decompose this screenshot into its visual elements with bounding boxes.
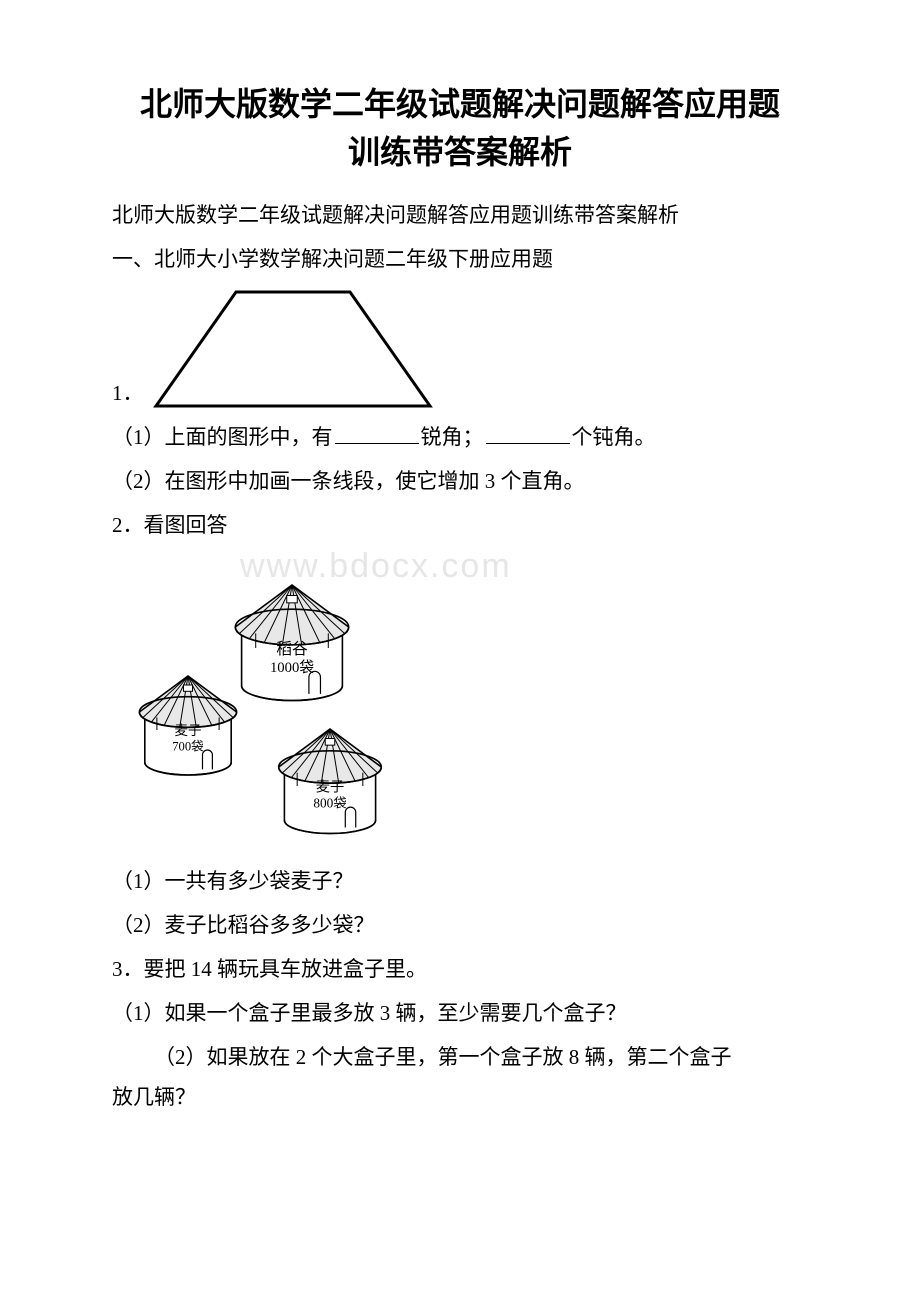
q1-sub1-text-c: 个钝角。 [572, 425, 656, 449]
q1-sub1-text-a: （1）上面的图形中，有 [112, 425, 333, 449]
granary-figure-wrap: www.bdocx.com 稻谷1000袋麦子700袋麦子800袋 [130, 557, 850, 842]
question-2-number: 2．看图回答 [70, 506, 850, 546]
granary-diagram: 稻谷1000袋麦子700袋麦子800袋 [130, 557, 430, 837]
q2-sub2: （2）麦子比稻谷多多少袋？ [70, 906, 850, 946]
q1-sub1: （1）上面的图形中，有 锐角； 个钝角。 [70, 418, 850, 458]
q3-sub2: （2）如果放在 2 个大盒子里，第一个盒子放 8 辆，第二个盒子 放几辆？ [70, 1038, 850, 1118]
subtitle: 北师大版数学二年级试题解决问题解答应用题训练带答案解析 [70, 196, 850, 236]
svg-text:700袋: 700袋 [172, 740, 204, 754]
page-title: 北师大版数学二年级试题解决问题解答应用题 训练带答案解析 [70, 80, 850, 176]
svg-text:麦子: 麦子 [316, 779, 345, 796]
svg-text:稻谷: 稻谷 [276, 641, 308, 659]
question-1-row: 1． [70, 284, 850, 414]
q1-sub1-text-b: 锐角； [421, 425, 484, 449]
title-line-1: 北师大版数学二年级试题解决问题解答应用题 [140, 86, 780, 122]
q3-sub2-a: （2）如果放在 2 个大盒子里，第一个盒子放 8 辆，第二个盒子 [154, 1045, 732, 1069]
trapezoid-diagram [148, 284, 438, 414]
q1-sub2: （2）在图形中加画一条线段，使它增加 3 个直角。 [70, 462, 850, 502]
blank-obtuse [486, 423, 570, 444]
question-3-line1: 3．要把 14 辆玩具车放进盒子里。 [70, 950, 850, 990]
q3-sub1: （1）如果一个盒子里最多放 3 辆，至少需要几个盒子？ [70, 994, 850, 1034]
q2-sub1: （1）一共有多少袋麦子？ [70, 862, 850, 902]
svg-text:800袋: 800袋 [313, 796, 346, 811]
svg-text:麦子: 麦子 [175, 724, 202, 739]
svg-text:1000袋: 1000袋 [270, 659, 314, 676]
section-heading: 一、北师大小学数学解决问题二年级下册应用题 [70, 240, 850, 280]
title-line-2: 训练带答案解析 [348, 134, 572, 170]
q3-sub2-b: 放几辆？ [112, 1078, 850, 1118]
blank-acute [335, 423, 419, 444]
question-1-number: 1． [70, 374, 144, 414]
